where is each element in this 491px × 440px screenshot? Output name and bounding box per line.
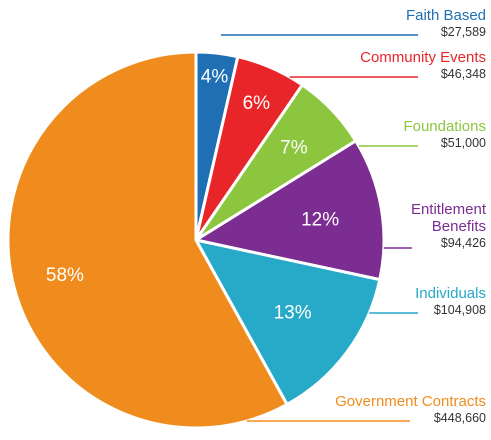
category-label-individuals: Individuals <box>415 285 486 302</box>
amount-label-faith-based: $27,589 <box>441 25 486 39</box>
amount-label-individuals: $104,908 <box>434 303 486 317</box>
category-label-faith-based: Faith Based <box>406 7 486 24</box>
amount-label-government-contracts: $448,660 <box>434 411 486 425</box>
category-label-foundations: Foundations <box>403 118 486 135</box>
category-label-community-events: Community Events <box>360 49 486 66</box>
pie-slices <box>6 50 386 430</box>
percent-label-government-contracts: 58% <box>46 265 84 286</box>
slice-labels: Faith Based$27,589 Community Events$46,34… <box>335 7 487 425</box>
percent-label-individuals: 13% <box>274 303 312 324</box>
amount-label-community-events: $46,348 <box>441 67 486 81</box>
category-label-government-contracts: Government Contracts <box>335 393 486 410</box>
percent-labels: 4% 6% 7% 12% 13% 58% <box>46 67 339 324</box>
pie-slice-individuals <box>194 238 382 406</box>
amount-label-entitlement-benefits: $94,426 <box>441 236 486 250</box>
amount-label-foundations: $51,000 <box>441 136 486 150</box>
category-label-entitlement-benefits: Entitlement Benefits <box>411 201 487 235</box>
leader-lines <box>220 34 418 422</box>
percent-label-foundations: 7% <box>280 138 308 159</box>
pie-slice-entitlement-benefits <box>194 139 386 282</box>
percent-label-faith-based: 4% <box>201 67 229 88</box>
pie-slice-government-contracts <box>6 50 289 430</box>
percent-label-entitlement-benefits: 12% <box>301 210 339 231</box>
percent-label-community-events: 6% <box>243 93 271 114</box>
